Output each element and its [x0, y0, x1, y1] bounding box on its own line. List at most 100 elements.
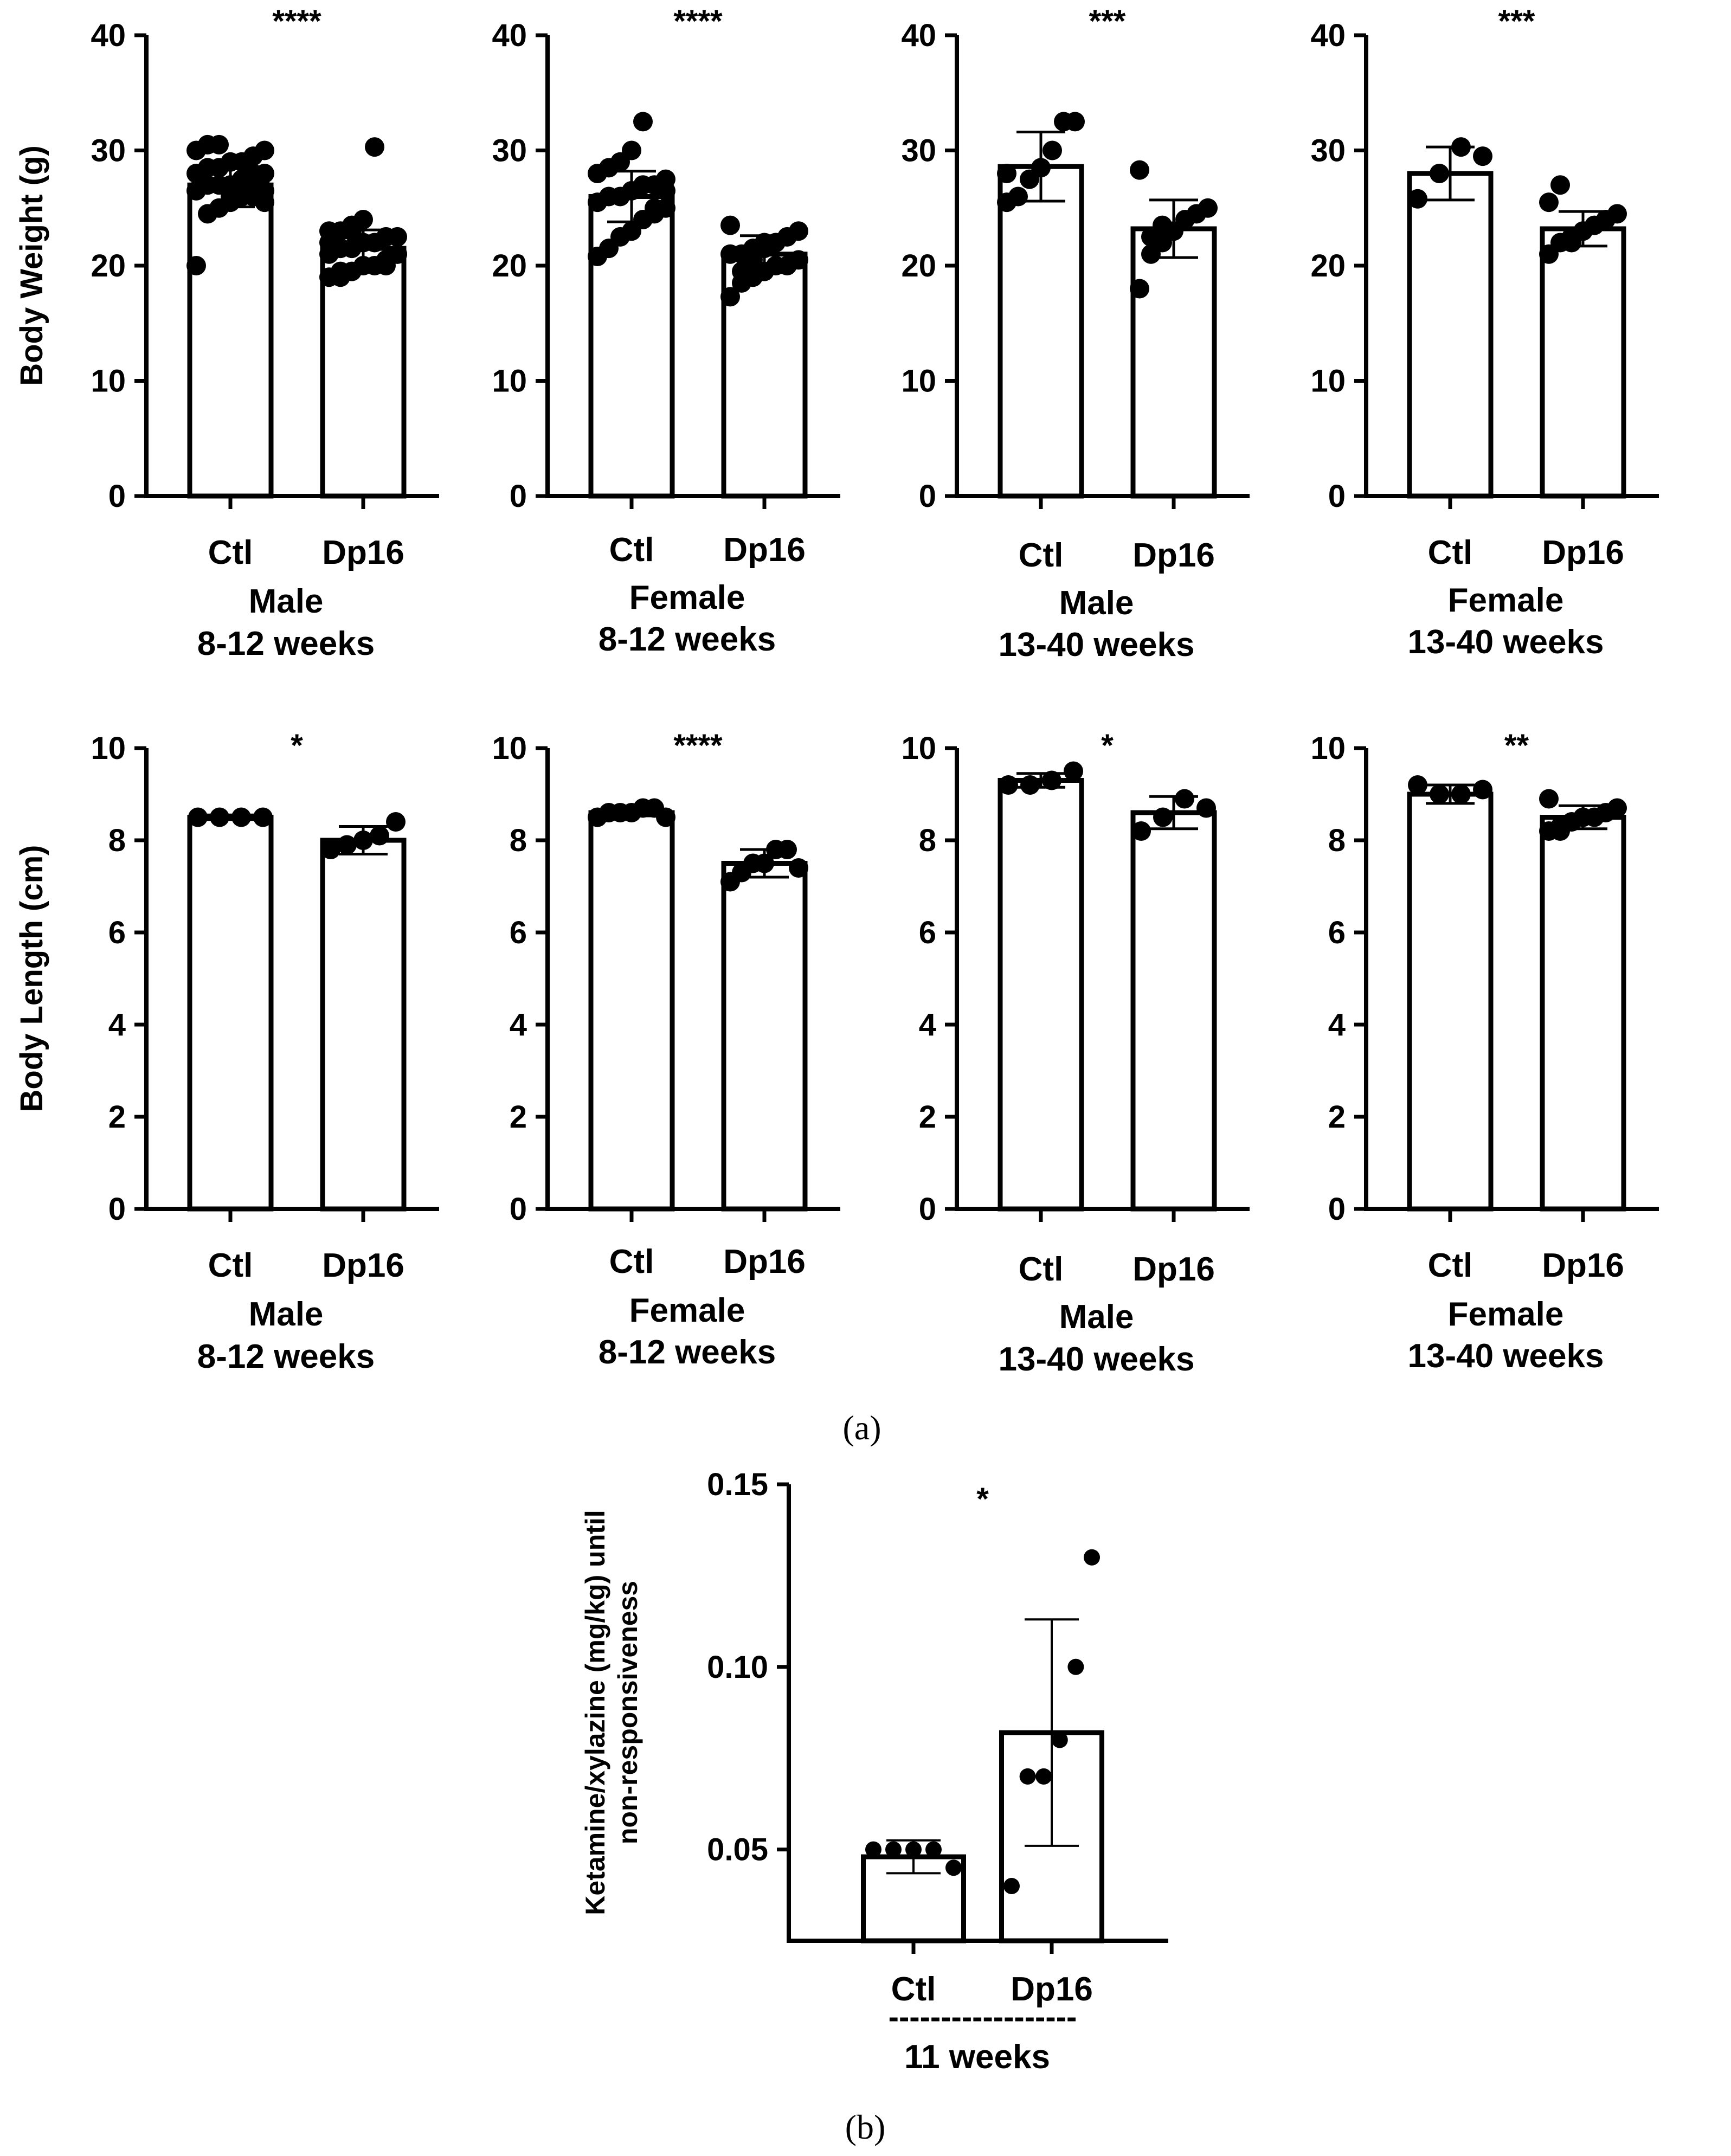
significance-label: * — [1101, 728, 1114, 763]
y-tick-label: 0 — [1328, 1192, 1346, 1227]
y-tick-label: 8 — [1328, 823, 1346, 858]
y-tick-label: 4 — [1328, 1007, 1346, 1042]
significance-label: **** — [673, 728, 723, 763]
data-point — [885, 1841, 902, 1858]
data-point — [1408, 775, 1427, 795]
bar-ctl — [187, 815, 274, 1212]
data-point — [255, 192, 274, 213]
y-tick-label: 4 — [108, 1007, 126, 1042]
data-point — [1065, 112, 1085, 132]
bar-dp16 — [1540, 226, 1626, 499]
data-point — [720, 215, 740, 235]
data-point — [370, 826, 389, 846]
chart-body-weight-male-8-12: 0 10 20 30 40 **** Ctl Dp16 Male 8-12 weeks Body W… — [14, 4, 439, 662]
x-tick-label: Ctl — [208, 1247, 253, 1284]
data-point — [997, 164, 1016, 183]
data-point — [1003, 1877, 1020, 1894]
y-tick-label: 30 — [901, 133, 936, 169]
y-tick-label: 0 — [510, 479, 527, 514]
bar-dp16 — [320, 838, 407, 1212]
x-tick-label: Dp16 — [723, 531, 806, 569]
data-point — [186, 256, 206, 275]
x-tick-label: Ctl — [1019, 1251, 1064, 1288]
group-label: 8-12 weeks — [599, 621, 776, 658]
x-tick-label: Ctl — [891, 1971, 936, 2008]
data-point — [243, 164, 263, 183]
group-label: Female — [1448, 1296, 1564, 1333]
y-tick-label: 10 — [901, 364, 936, 399]
data-point — [321, 840, 340, 859]
bar-dp16 — [721, 861, 808, 1212]
data-point — [755, 239, 774, 259]
group-label: 8-12 weeks — [197, 625, 375, 662]
chart-body-weight-female-13-40: 0 10 20 30 40 *** Ctl Dp16 Female 13-40 weeks — [1310, 4, 1659, 661]
data-point — [188, 807, 208, 827]
data-point — [1175, 789, 1194, 809]
y-tick-label: 6 — [108, 915, 126, 950]
data-point — [755, 853, 774, 873]
group-label: Male — [249, 1296, 324, 1333]
y-tick-label: 40 — [901, 18, 936, 53]
significance-label: ** — [1504, 728, 1529, 763]
y-axis-label: Body Length (cm) — [14, 845, 49, 1112]
data-point — [337, 835, 357, 855]
y-tick-label: 20 — [901, 248, 936, 284]
data-point — [865, 1841, 881, 1858]
data-point — [1451, 137, 1471, 157]
data-point — [1043, 140, 1062, 160]
data-point — [1573, 221, 1593, 241]
data-point — [1153, 215, 1172, 235]
y-tick-label: 6 — [510, 915, 527, 950]
data-point — [231, 807, 251, 827]
y-tick-label: 0.05 — [707, 1832, 768, 1868]
data-point — [1198, 198, 1218, 218]
group-label: Male — [249, 583, 324, 620]
y-axis-label: non-responsiveness — [613, 1581, 643, 1844]
data-point — [210, 807, 229, 827]
data-point — [1196, 798, 1216, 818]
data-point — [1131, 821, 1151, 841]
data-point — [1153, 807, 1173, 827]
x-tick-label: Ctl — [1428, 1247, 1473, 1284]
y-tick-label: 0 — [1328, 479, 1346, 514]
y-tick-label: 30 — [1310, 133, 1346, 169]
data-point — [633, 112, 653, 132]
y-tick-label: 40 — [492, 18, 527, 53]
chart-body-length-male-8-12: 0 2 4 6 8 10 * Ctl Dp16 Male 8-12 weeks Body Length… — [14, 728, 439, 1375]
bar-ctl — [1407, 791, 1494, 1212]
x-tick-label: Dp16 — [1132, 537, 1215, 574]
y-tick-label: 30 — [492, 133, 527, 169]
data-point — [1020, 775, 1040, 795]
data-point — [209, 134, 229, 155]
data-point — [1473, 780, 1492, 800]
group-label: 13-40 weeks — [1408, 623, 1604, 661]
y-tick-label: 4 — [919, 1007, 936, 1042]
data-point — [789, 250, 808, 270]
y-tick-label: 10 — [492, 364, 527, 399]
y-tick-label: 20 — [91, 248, 126, 284]
chart-body-length-female-8-12: 0 2 4 6 8 10 **** Ctl Dp16 Female 8-12 weeks — [492, 728, 840, 1371]
y-tick-label: 2 — [510, 1099, 527, 1135]
group-label: Female — [1448, 582, 1564, 619]
data-point — [1064, 761, 1083, 781]
data-point — [1430, 164, 1449, 183]
data-point — [1451, 784, 1471, 804]
chart-ketamine-dose: 0.05 0.10 0.15 * Ctl Dp16------------------11… — [580, 1467, 1168, 2076]
data-point — [1051, 1732, 1068, 1748]
y-tick-label: 20 — [492, 248, 527, 284]
data-point — [656, 807, 675, 827]
x-tick-label: Dp16 — [723, 1243, 806, 1280]
y-axis-label: Body Weight (g) — [14, 145, 49, 386]
y-tick-label: 4 — [510, 1007, 527, 1042]
x-tick-label: Dp16 — [1542, 534, 1624, 571]
y-tick-label: 8 — [510, 823, 527, 858]
group-label: Male — [1059, 1298, 1134, 1336]
panel-b: 0.05 0.10 0.15 * Ctl Dp16------------------11… — [580, 1467, 1168, 2146]
y-tick-label: 10 — [492, 731, 527, 766]
x-tick-label: Dp16 — [1132, 1251, 1215, 1288]
significance-label: **** — [673, 4, 723, 39]
bar-dp16 — [320, 246, 407, 499]
data-point — [1130, 160, 1149, 180]
data-point — [255, 140, 274, 160]
